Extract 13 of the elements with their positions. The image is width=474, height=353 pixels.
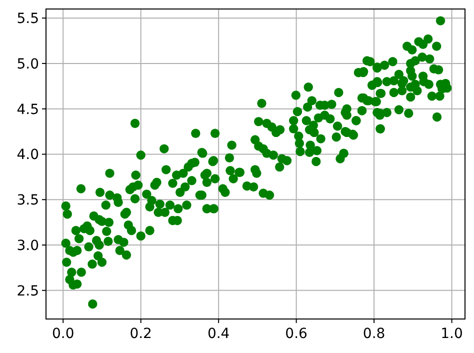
y-tick-label: 4.5 (16, 102, 39, 118)
y-tick-label: 2.5 (16, 283, 39, 300)
x-tick-label: 0.4 (207, 326, 230, 342)
x-tick-label: 0.0 (52, 326, 74, 342)
x-tick-label: 0.6 (285, 326, 308, 342)
y-tick-label: 5.0 (16, 56, 39, 72)
y-tick-label: 5.5 (16, 10, 39, 27)
y-tick-label: 3.0 (16, 238, 39, 254)
y-tick-label: 4.0 (16, 147, 39, 164)
y-tick-label: 3.5 (16, 192, 39, 209)
x-tick-label: 0.8 (362, 326, 386, 342)
x-tick-label: 0.2 (130, 326, 152, 342)
x-tick-label: 1.0 (440, 326, 463, 342)
